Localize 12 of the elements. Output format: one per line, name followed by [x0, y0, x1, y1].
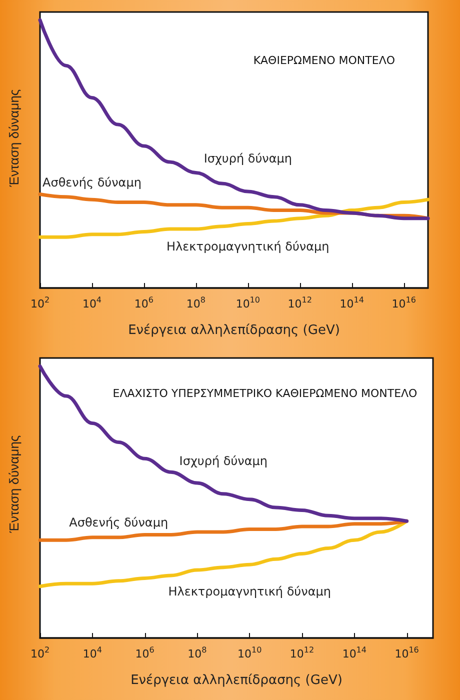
x-axis-title: Ενέργεια αλληλεπίδρασης (GeV) — [128, 323, 340, 338]
series-label: Ηλεκτρομαγνητική δύναμη — [166, 240, 330, 254]
series-label: Ασθενής δύναμη — [69, 515, 168, 530]
y-axis-title: Ένταση δύναμης — [6, 435, 22, 534]
series-label: Ασθενής δύναμη — [42, 176, 142, 190]
x-axis-title: Ενέργεια αλληλεπίδρασης (GeV) — [130, 673, 342, 688]
series-label: Ισχυρή δύναμη — [179, 454, 268, 468]
text: ΚΑΘΙΕΡΩΜΕΝΟ ΜΟΝΤΕΛΟ — [253, 54, 396, 67]
y-axis-title: Ένταση δύναμης — [6, 89, 22, 188]
text: ΕΛΑΧΙΣΤΟ ΥΠΕΡΣΥΜΜΕΤΡΙΚΟ ΚΑΘΙΕΡΩΜΕΝΟ ΜΟΝΤΕΛΟ — [112, 387, 418, 400]
series-label: Ισχυρή δύναμη — [204, 152, 292, 166]
series-label: Ηλεκτρομαγνητική δύναμη — [168, 584, 331, 599]
